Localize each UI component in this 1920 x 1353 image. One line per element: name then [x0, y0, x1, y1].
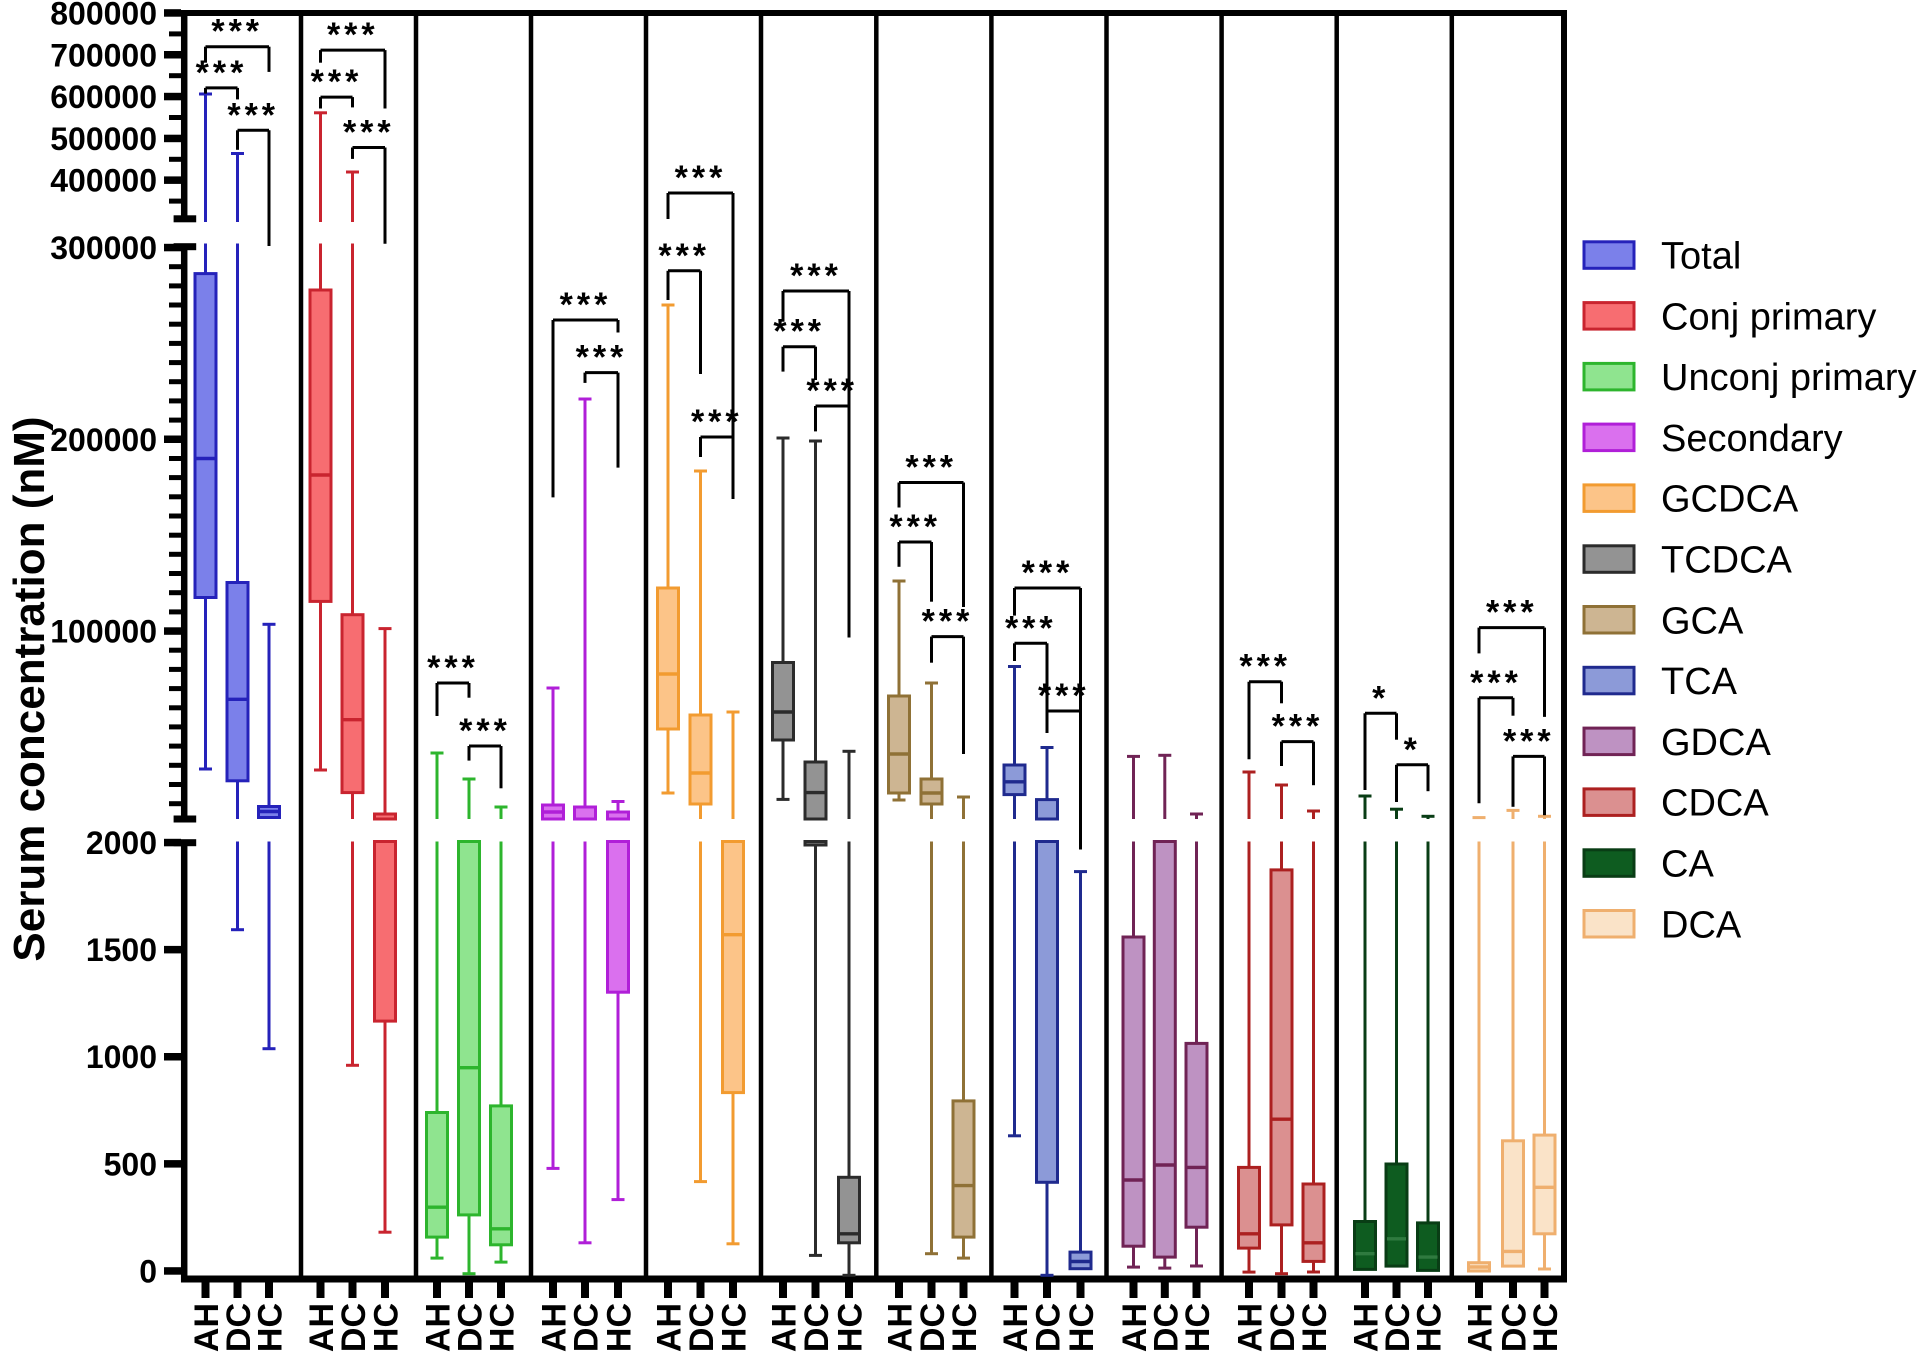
svg-text:1000: 1000	[86, 1039, 157, 1075]
svg-text:***: ***	[1272, 708, 1324, 746]
svg-text:***: ***	[1022, 554, 1074, 592]
svg-text:Secondary: Secondary	[1661, 418, 1843, 460]
svg-text:DC: DC	[1030, 1303, 1068, 1352]
svg-text:Conj primary: Conj primary	[1661, 296, 1876, 338]
svg-text:DC: DC	[1496, 1303, 1534, 1352]
svg-text:HC: HC	[1179, 1303, 1217, 1352]
svg-text:DC: DC	[568, 1303, 606, 1352]
svg-text:TCA: TCA	[1661, 661, 1738, 703]
svg-text:DC: DC	[798, 1303, 836, 1352]
svg-text:AH: AH	[651, 1303, 689, 1352]
svg-text:DC: DC	[914, 1303, 952, 1352]
svg-text:HC: HC	[1063, 1303, 1101, 1352]
svg-text:AH: AH	[1116, 1303, 1154, 1352]
svg-text:HC: HC	[1411, 1303, 1449, 1352]
svg-text:***: ***	[459, 712, 511, 750]
svg-text:DC: DC	[683, 1303, 721, 1352]
svg-text:200000: 200000	[50, 422, 157, 458]
svg-text:500000: 500000	[50, 121, 157, 157]
svg-text:300000: 300000	[50, 230, 157, 266]
svg-text:***: ***	[889, 508, 941, 546]
svg-text:2000: 2000	[86, 825, 157, 861]
svg-text:***: ***	[658, 237, 710, 275]
svg-text:***: ***	[773, 313, 825, 351]
svg-text:HC: HC	[832, 1303, 870, 1352]
svg-text:AH: AH	[882, 1303, 920, 1352]
svg-text:DC: DC	[335, 1303, 373, 1352]
svg-text:HC: HC	[1527, 1303, 1565, 1352]
svg-text:***: ***	[1005, 609, 1057, 647]
svg-text:GCDCA: GCDCA	[1661, 479, 1799, 521]
svg-text:DC: DC	[1379, 1303, 1417, 1352]
svg-text:DC: DC	[220, 1303, 258, 1352]
svg-text:***: ***	[1503, 722, 1555, 760]
svg-text:AH: AH	[766, 1303, 804, 1352]
svg-text:AH: AH	[1462, 1303, 1500, 1352]
svg-text:***: ***	[691, 403, 743, 441]
svg-text:***: ***	[1239, 648, 1291, 686]
svg-text:AH: AH	[303, 1303, 341, 1352]
svg-text:DC: DC	[1264, 1303, 1302, 1352]
svg-text:***: ***	[211, 13, 263, 51]
svg-text:DCA: DCA	[1661, 904, 1742, 946]
svg-text:***: ***	[1038, 677, 1090, 715]
svg-text:HC: HC	[601, 1303, 639, 1352]
svg-text:AH: AH	[420, 1303, 458, 1352]
svg-text:AH: AH	[536, 1303, 574, 1352]
svg-text:***: ***	[905, 449, 957, 487]
svg-text:500: 500	[104, 1146, 157, 1182]
svg-text:HC: HC	[946, 1303, 984, 1352]
svg-text:***: ***	[227, 96, 279, 134]
svg-text:***: ***	[560, 286, 612, 324]
svg-text:AH: AH	[997, 1303, 1035, 1352]
svg-text:***: ***	[196, 54, 248, 92]
svg-text:TCDCA: TCDCA	[1661, 540, 1793, 582]
svg-text:AH: AH	[1348, 1303, 1386, 1352]
svg-text:AH: AH	[1232, 1303, 1270, 1352]
svg-text:HC: HC	[1296, 1303, 1334, 1352]
svg-text:HC: HC	[252, 1303, 290, 1352]
svg-text:***: ***	[1486, 594, 1538, 632]
svg-text:700000: 700000	[50, 37, 157, 73]
svg-text:***: ***	[675, 159, 727, 197]
svg-text:GDCA: GDCA	[1661, 722, 1771, 764]
svg-text:***: ***	[327, 16, 379, 54]
svg-text:Unconj primary: Unconj primary	[1661, 357, 1917, 399]
svg-text:GCA: GCA	[1661, 600, 1744, 642]
svg-text:***: ***	[790, 257, 842, 295]
svg-text:***: ***	[311, 63, 363, 101]
svg-text:***: ***	[922, 603, 974, 641]
svg-text:100000: 100000	[50, 614, 157, 650]
svg-text:CA: CA	[1661, 844, 1714, 886]
svg-text:HC: HC	[484, 1303, 522, 1352]
svg-text:***: ***	[427, 649, 479, 687]
svg-text:800000: 800000	[50, 0, 157, 32]
svg-text:AH: AH	[188, 1303, 226, 1352]
svg-text:Serum concentration (nM): Serum concentration (nM)	[5, 416, 54, 961]
svg-text:*: *	[1372, 679, 1389, 717]
svg-text:*: *	[1404, 731, 1421, 769]
svg-text:400000: 400000	[50, 163, 157, 199]
svg-text:***: ***	[1470, 664, 1522, 702]
svg-text:1500: 1500	[86, 932, 157, 968]
svg-text:HC: HC	[716, 1303, 754, 1352]
svg-text:DC: DC	[1147, 1303, 1185, 1352]
svg-text:DC: DC	[452, 1303, 490, 1352]
svg-text:CDCA: CDCA	[1661, 783, 1769, 825]
svg-text:***: ***	[806, 372, 858, 410]
svg-text:***: ***	[343, 114, 395, 152]
svg-text:600000: 600000	[50, 79, 157, 115]
svg-text:***: ***	[576, 339, 628, 377]
svg-text:Total: Total	[1661, 236, 1741, 278]
svg-text:0: 0	[139, 1254, 157, 1290]
svg-text:HC: HC	[368, 1303, 406, 1352]
